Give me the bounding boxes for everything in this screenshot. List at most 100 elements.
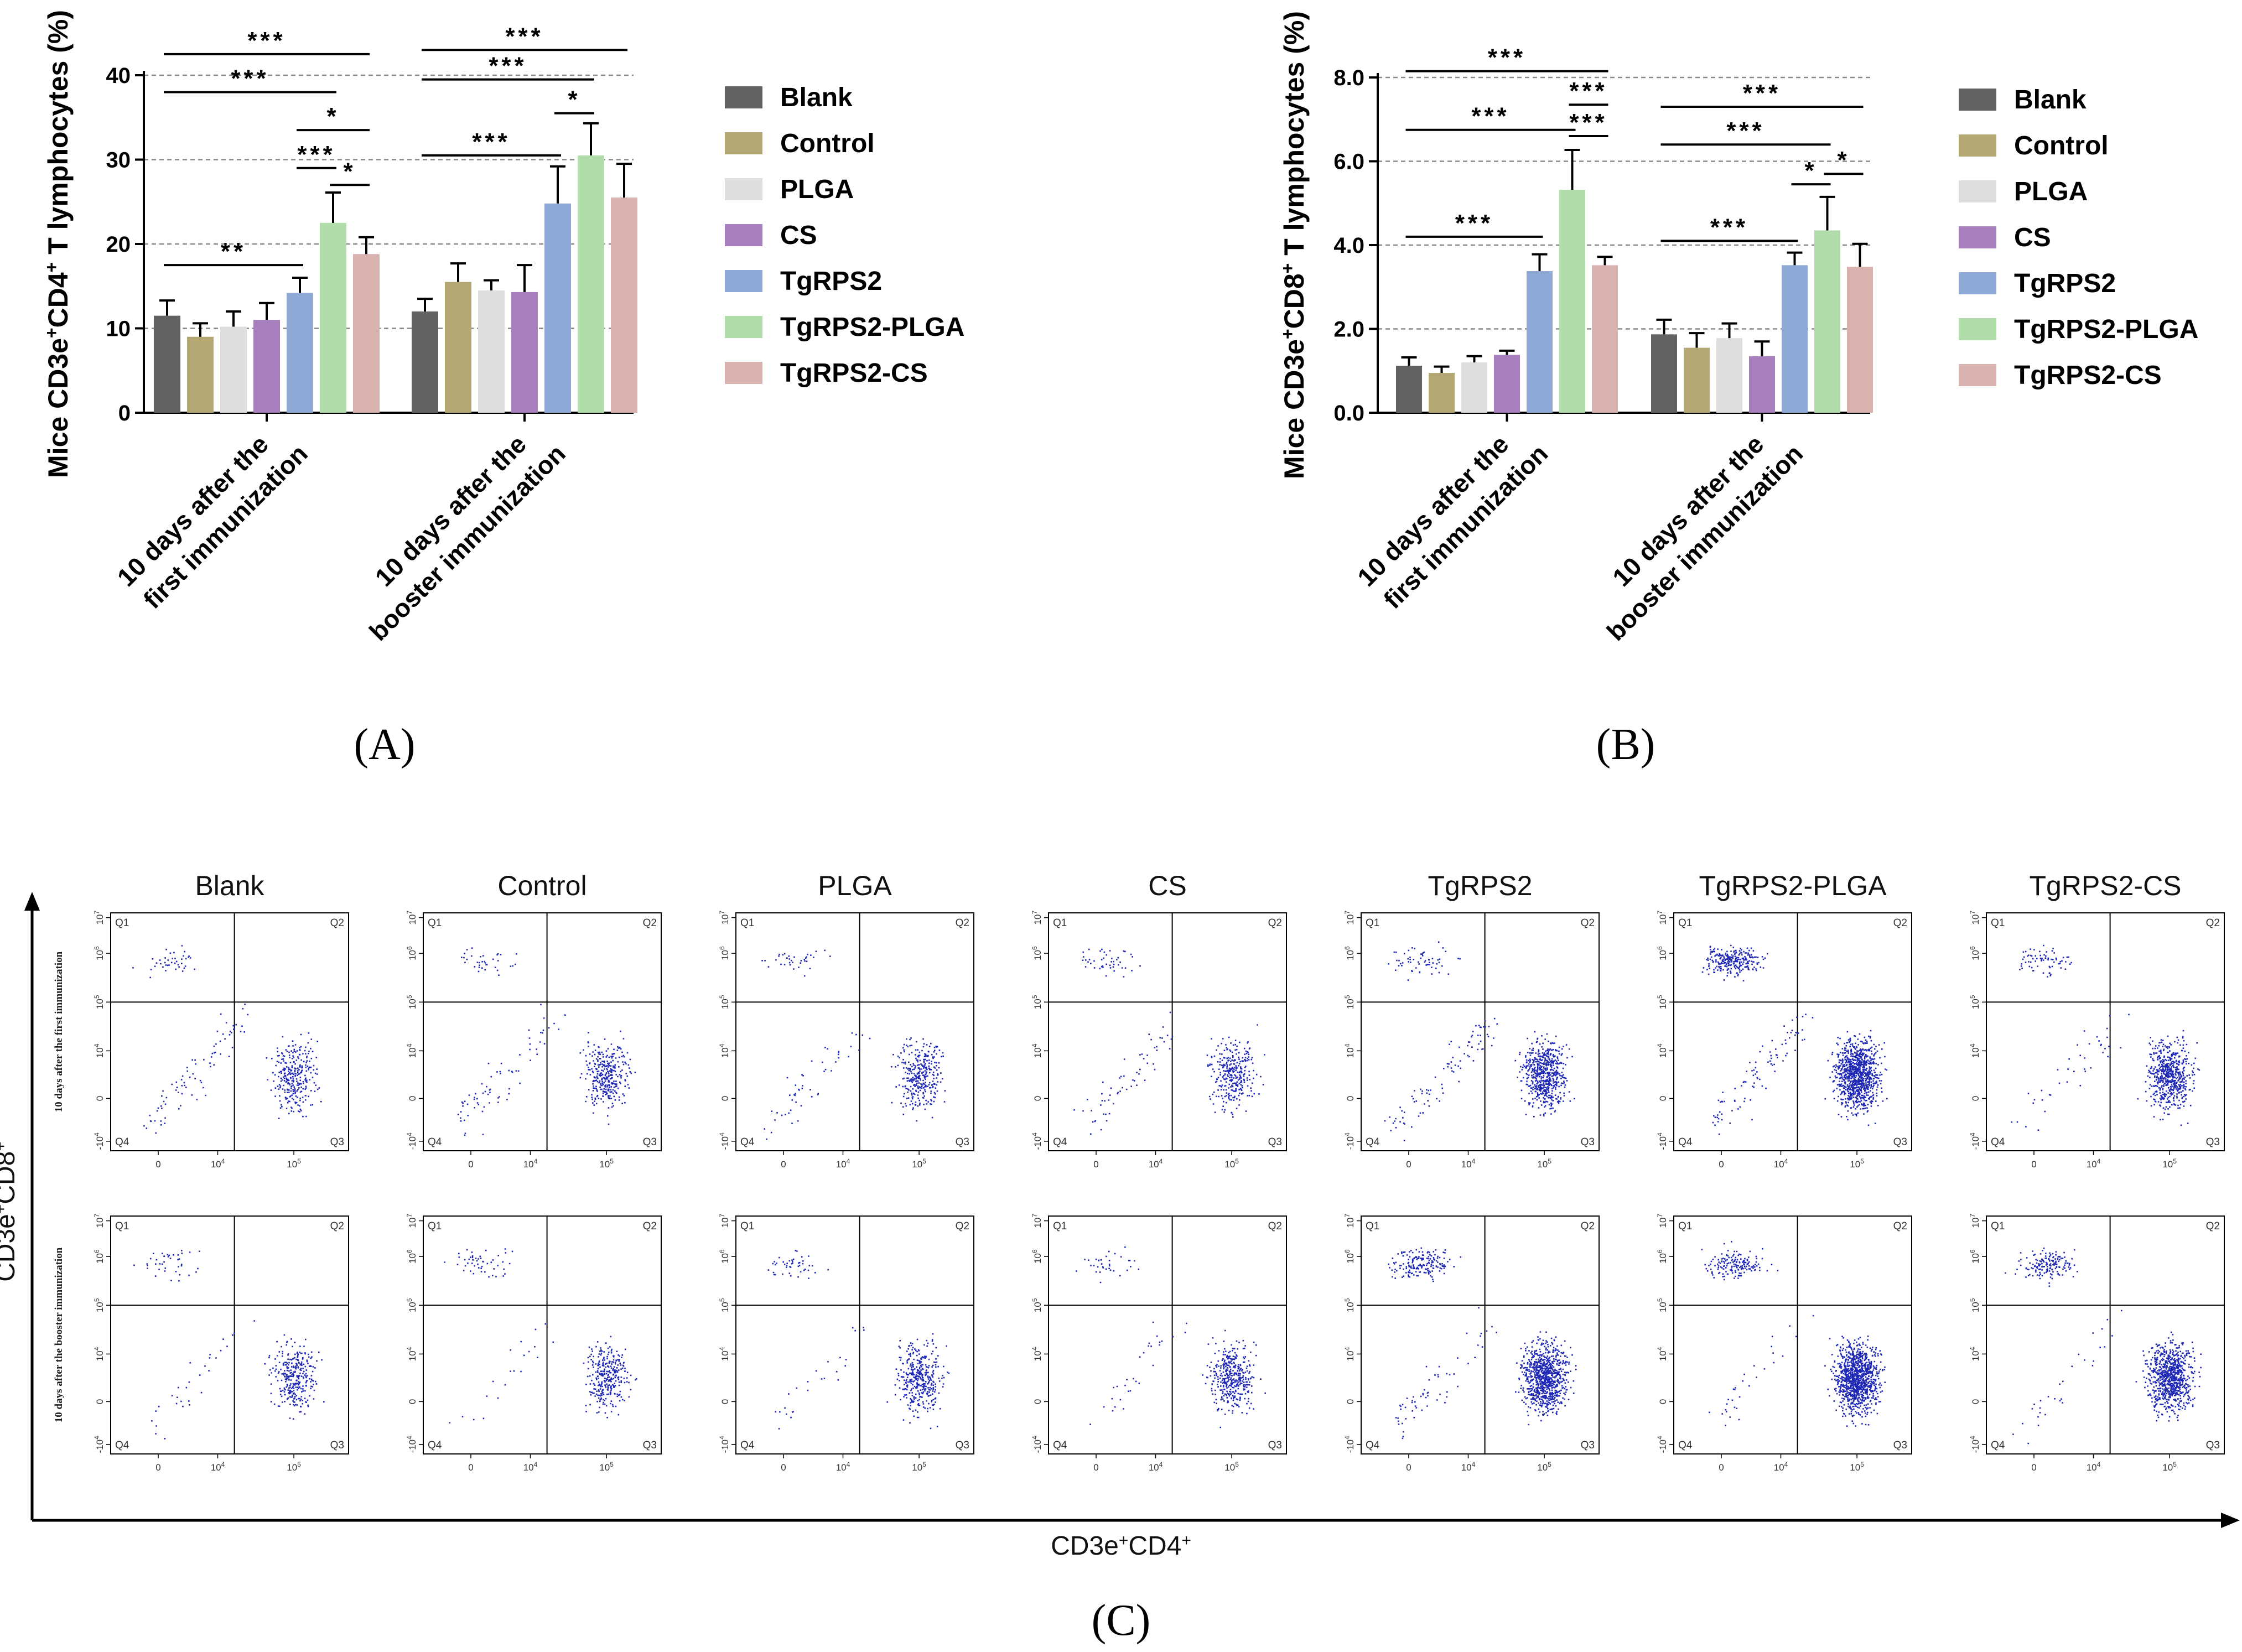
significance-label: *** — [505, 23, 543, 50]
tick-base: -10 — [1345, 1136, 1356, 1150]
flow-column-title: Blank — [195, 870, 264, 901]
y-tick-label: 0 — [118, 401, 131, 425]
tick-exp: 6 — [1656, 946, 1664, 950]
tick-base: 10 — [95, 1217, 105, 1228]
tick-exp: 4 — [1031, 1043, 1039, 1047]
tick-base: 10 — [1345, 1350, 1356, 1361]
y-tick-label: 104 — [1031, 1347, 1043, 1361]
tick-base: 10 — [599, 1462, 610, 1473]
tick-exp: 4 — [718, 1436, 726, 1440]
tick-base: 10 — [1970, 1217, 1981, 1228]
tick-exp: 4 — [1784, 1461, 1788, 1468]
tick-exp: 5 — [610, 1157, 614, 1165]
x-tick-label: 105 — [1537, 1157, 1551, 1170]
y-tick-label: 107 — [406, 1213, 418, 1228]
x-tick-label: 0 — [1406, 1462, 1411, 1473]
y-tick-label: 104 — [93, 1347, 105, 1361]
bar — [445, 282, 471, 413]
y-tick-label: 106 — [93, 946, 105, 960]
y-title-sup: + — [1278, 263, 1298, 274]
significance-label: ** — [221, 238, 246, 265]
bar — [1461, 362, 1487, 413]
y-title-part: CD8 — [1279, 273, 1310, 329]
tick-exp: 4 — [406, 1347, 413, 1350]
tick-base: -10 — [720, 1440, 730, 1453]
tick-base: 10 — [1224, 1462, 1235, 1473]
y-tick-label: 104 — [406, 1043, 418, 1058]
y-tick-label: 0 — [1970, 1096, 1981, 1101]
x-tick-label: 104 — [523, 1157, 538, 1170]
tick-exp: 7 — [406, 910, 413, 914]
tick-exp: 5 — [1031, 1298, 1039, 1302]
y-tick-label: 107 — [1343, 1213, 1356, 1228]
x-tick-label: 0 — [1093, 1159, 1098, 1170]
tick-base: 0 — [407, 1399, 418, 1404]
plot-frame — [1673, 912, 1912, 1151]
tick-base: 10 — [1658, 1302, 1668, 1312]
y-title-part: CD3e — [0, 1214, 20, 1282]
tick-base: 10 — [1850, 1462, 1860, 1473]
bar — [1782, 265, 1808, 413]
y-tick-label: 107 — [93, 1213, 105, 1228]
tick-base: 10 — [287, 1159, 297, 1170]
x-tick-label: 105 — [287, 1461, 301, 1473]
tick-base: 10 — [407, 1253, 418, 1264]
legend-swatch — [725, 270, 762, 292]
y-tick-label: -104 — [718, 1132, 730, 1150]
tick-base: 10 — [1658, 1047, 1668, 1058]
significance-label: * — [326, 103, 339, 130]
tick-exp: 4 — [1969, 1347, 1976, 1350]
y-tick-label: 107 — [1656, 1213, 1668, 1228]
y-tick-label: 105 — [718, 995, 730, 1009]
legend-label: TgRPS2-PLGA — [2014, 315, 2198, 344]
quadrant-label: Q1 — [1053, 917, 1067, 929]
tick-exp: 5 — [718, 1298, 726, 1302]
x-tick-label: 0 — [468, 1159, 473, 1170]
x-tick-label: 104 — [523, 1461, 538, 1473]
tick-base: 10 — [1658, 1253, 1668, 1264]
y-tick-label: 105 — [406, 995, 418, 1009]
legend-swatch — [1959, 226, 1996, 248]
plot-frame — [423, 912, 662, 1151]
y-tick-label: 0 — [1345, 1399, 1356, 1404]
legend-label: Blank — [2014, 85, 2087, 115]
tick-base: 10 — [1345, 1253, 1356, 1264]
y-tick-label: 40 — [106, 64, 131, 88]
tick-exp: 4 — [1969, 1132, 1976, 1136]
tick-exp: 6 — [1969, 1249, 1976, 1253]
tick-base: 10 — [1032, 1350, 1043, 1361]
bar — [478, 290, 505, 413]
tick-base: -10 — [1032, 1136, 1043, 1150]
category-line-2: booster immunization — [364, 439, 571, 646]
y-tick-label: 104 — [1656, 1043, 1668, 1058]
y-tick-label: 105 — [1343, 995, 1356, 1009]
tick-base: 10 — [1658, 999, 1668, 1009]
tick-base: 10 — [1345, 1217, 1356, 1228]
tick-exp: 7 — [1343, 910, 1351, 914]
significance-label: *** — [489, 53, 527, 80]
y-tick-label: 104 — [1969, 1347, 1981, 1361]
y-title-part: T lymphocytes (%) — [43, 10, 74, 262]
bar — [353, 254, 380, 413]
x-tick-label: 105 — [2162, 1461, 2177, 1473]
y-tick-label: 0 — [1032, 1399, 1043, 1404]
quadrant-label: Q4 — [115, 1136, 129, 1148]
tick-exp: 4 — [1031, 1132, 1039, 1136]
legend-label: TgRPS2-CS — [2014, 361, 2162, 390]
flow-column-title: PLGA — [818, 870, 892, 901]
y-title-sup: + — [1278, 329, 1298, 339]
quadrant-label: Q4 — [1678, 1136, 1693, 1148]
quadrant-label: Q3 — [643, 1136, 657, 1148]
x-title-part: CD3e — [1051, 1531, 1119, 1561]
bar — [578, 155, 604, 413]
significance-label: *** — [231, 65, 269, 92]
quadrant-label: Q4 — [1366, 1440, 1380, 1451]
y-tick-label: 105 — [718, 1298, 730, 1312]
tick-base: 10 — [95, 1302, 105, 1312]
tick-base: 10 — [1537, 1462, 1548, 1473]
tick-base: 10 — [1970, 1302, 1981, 1312]
tick-exp: 4 — [1159, 1461, 1163, 1468]
